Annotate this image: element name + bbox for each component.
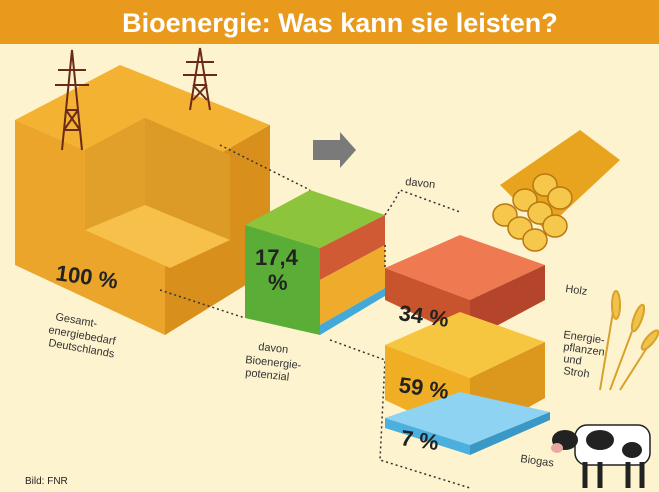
bio-label: davon [258, 341, 289, 356]
segment-label: und [563, 353, 583, 367]
cow [551, 424, 651, 488]
bio-block [245, 190, 385, 335]
pylons [55, 47, 217, 151]
segment-label: Stroh [563, 365, 591, 381]
title-bar [0, 0, 659, 44]
bio-value: % [268, 270, 288, 295]
wheat [599, 290, 659, 391]
bio-value: 17,4 [255, 245, 299, 270]
segment-label: pflanzen [563, 341, 606, 359]
segment-stack [385, 235, 550, 455]
segment-label: Biogas [520, 453, 555, 470]
bio-label: Bioenergie- [245, 354, 303, 372]
bio-label: potenzial [245, 367, 290, 384]
arrow [313, 132, 356, 168]
title: Bioenergie: Was kann sie leisten? [122, 8, 558, 38]
total-block [15, 65, 270, 335]
segment-label: Holz [565, 283, 588, 298]
connectors [159, 144, 471, 489]
logs [492, 130, 620, 252]
connector-label: davon [405, 176, 436, 191]
segment-value: 7 % [399, 425, 440, 455]
credit: Bild: FNR [25, 476, 68, 487]
segment-label: Energie- [563, 329, 606, 347]
